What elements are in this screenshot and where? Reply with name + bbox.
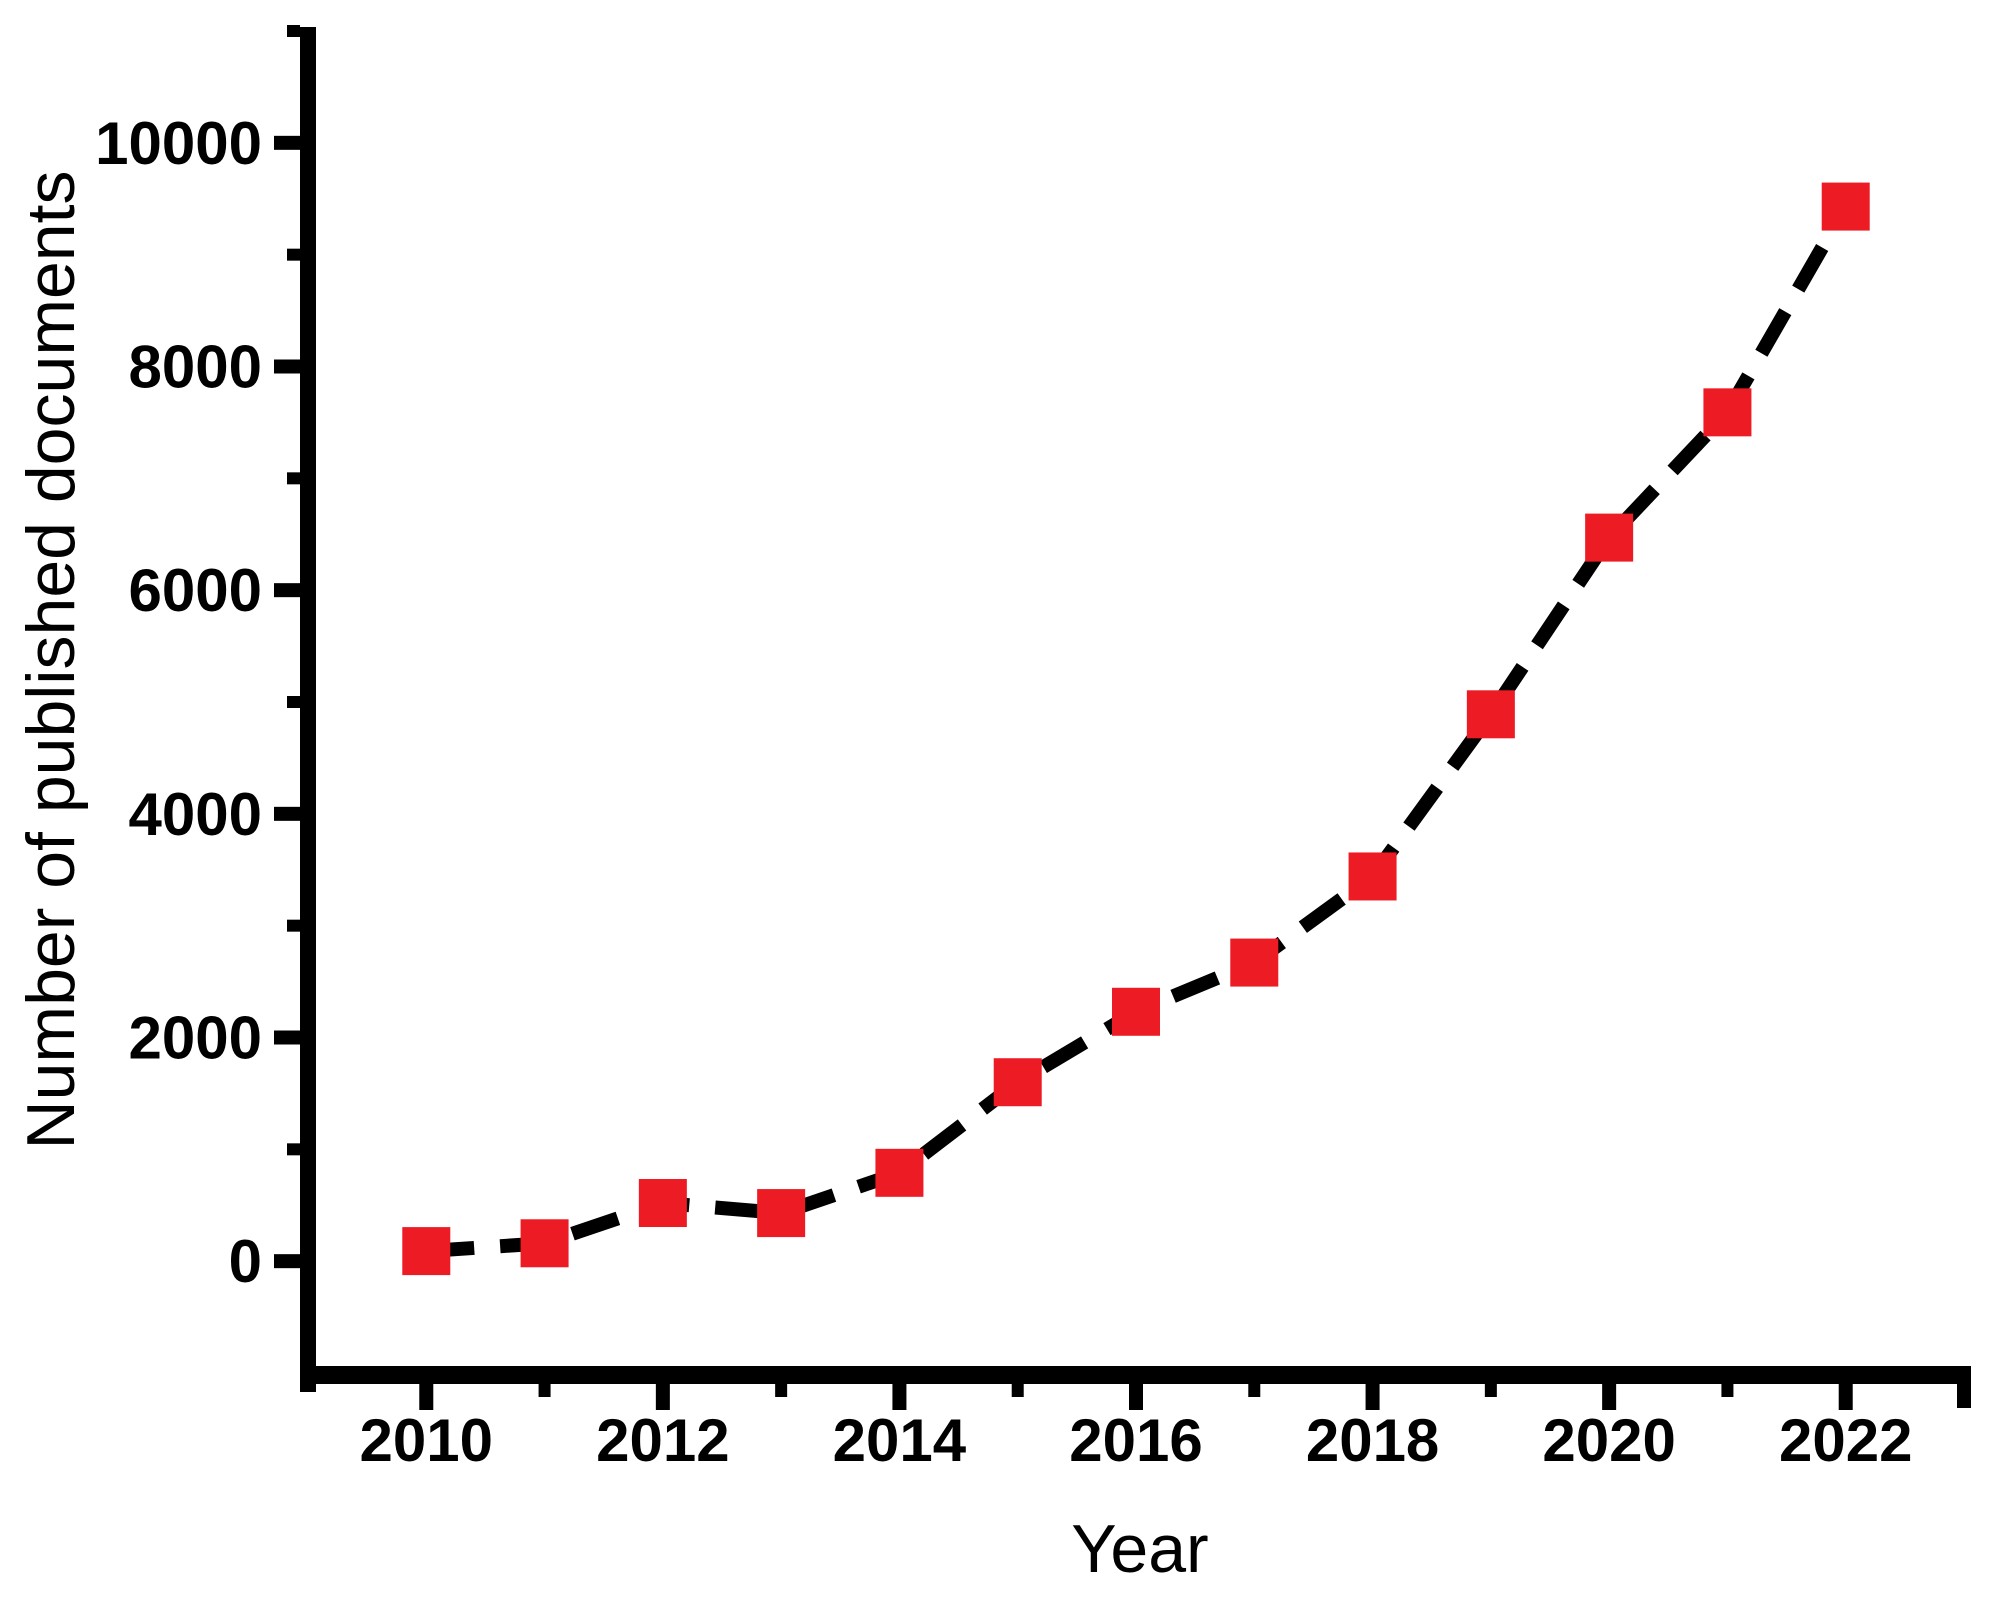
data-point-marker-2012 <box>638 1179 687 1228</box>
data-point-marker-2010 <box>402 1227 451 1276</box>
x-minor-tick <box>1721 1384 1734 1397</box>
y-major-tick <box>274 1254 300 1269</box>
data-point-marker-2022 <box>1821 182 1870 231</box>
x-tick-label: 2010 <box>360 1407 493 1474</box>
y-major-tick <box>274 583 300 598</box>
y-major-tick <box>274 1030 300 1045</box>
x-major-tick <box>655 1384 670 1410</box>
y-minor-tick <box>287 25 300 37</box>
y-axis-label: Number of published documents <box>13 171 89 1150</box>
x-major-tick <box>1602 1384 1617 1410</box>
x-minor-tick <box>1011 1384 1024 1397</box>
x-major-tick <box>1365 1384 1380 1410</box>
y-major-tick <box>274 359 300 374</box>
y-minor-tick <box>287 1143 300 1156</box>
y-minor-tick <box>287 472 300 485</box>
x-major-tick <box>1129 1384 1143 1410</box>
y-tick-label: 2000 <box>129 1005 262 1072</box>
data-point-marker-2014 <box>875 1148 924 1197</box>
y-major-tick <box>274 806 300 821</box>
y-minor-tick <box>287 248 300 261</box>
y-tick-label: 0 <box>229 1228 262 1295</box>
x-axis-label: Year <box>1071 1511 1208 1587</box>
data-point-marker-2011 <box>520 1219 569 1268</box>
axes <box>300 27 1971 1408</box>
y-axis-line <box>300 27 316 1392</box>
x-tick-label: 2020 <box>1542 1407 1675 1474</box>
x-major-tick <box>419 1384 434 1410</box>
y-tick-label: 4000 <box>129 781 262 848</box>
x-axis-end-tick <box>1957 1366 1971 1408</box>
x-major-tick <box>892 1384 907 1410</box>
x-tick-label: 2016 <box>1069 1407 1202 1474</box>
axis-tick-labels: 0 2000 4000 6000 8000 10000 2010 2012 2014 2016 20… <box>95 110 1912 1474</box>
x-minor-tick <box>538 1384 551 1397</box>
data-point-marker-2017 <box>1230 938 1279 987</box>
y-minor-tick <box>287 919 300 932</box>
x-tick-label: 2022 <box>1779 1407 1912 1474</box>
y-minor-tick <box>287 696 300 708</box>
data-series <box>402 182 1870 1276</box>
axis-ticks <box>274 25 1853 1410</box>
data-point-marker-2019 <box>1466 690 1515 739</box>
x-tick-label: 2012 <box>596 1407 729 1474</box>
x-minor-tick <box>1484 1384 1497 1397</box>
x-tick-label: 2014 <box>833 1407 967 1474</box>
x-tick-label: 2018 <box>1306 1407 1439 1474</box>
data-point-marker-2013 <box>757 1189 806 1238</box>
y-major-tick <box>274 135 300 150</box>
data-point-marker-2021 <box>1703 388 1752 437</box>
data-point-marker-2020 <box>1585 513 1634 562</box>
y-tick-label: 8000 <box>129 334 262 401</box>
x-minor-tick <box>775 1384 788 1397</box>
x-axis-line <box>300 1366 1970 1384</box>
x-minor-tick <box>1248 1384 1261 1397</box>
data-point-marker-2016 <box>1112 987 1160 1036</box>
x-major-tick <box>1838 1384 1853 1410</box>
data-point-marker-2018 <box>1348 852 1397 901</box>
y-tick-label: 6000 <box>129 557 262 624</box>
y-tick-label: 10000 <box>95 110 262 177</box>
data-point-marker-2015 <box>993 1058 1042 1107</box>
